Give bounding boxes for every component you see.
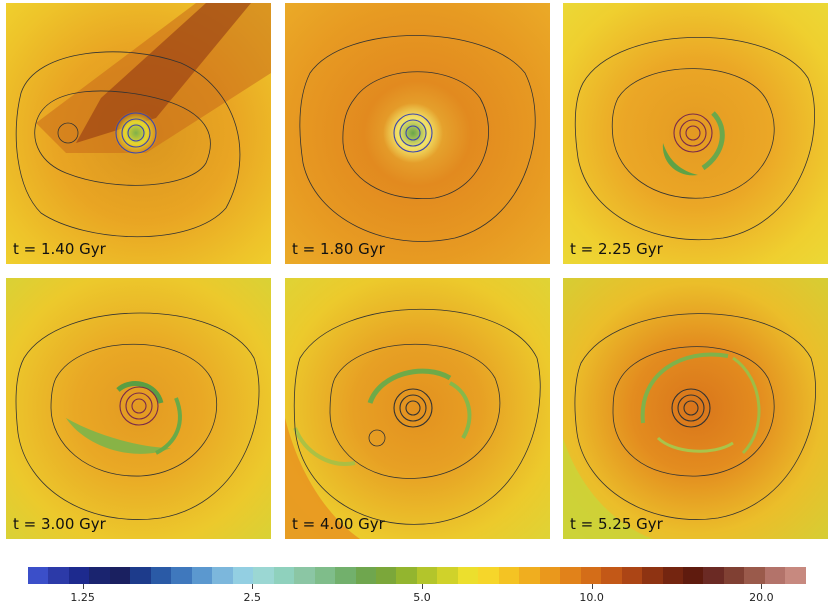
- colorbar-swatch: [68, 567, 90, 584]
- colorbar-swatch: [294, 567, 315, 584]
- colorbar-swatch: [212, 567, 233, 584]
- colorbar-tick: [591, 584, 593, 589]
- colorbar-swatch: [580, 567, 602, 584]
- colorbar-swatch: [89, 567, 110, 584]
- panel-time-label: t = 1.80 Gyr: [292, 240, 385, 258]
- colorbar: [28, 567, 806, 584]
- colorbar-swatch: [683, 567, 704, 584]
- colorbar-ticks: 1.25 2.5 5.0 10.0 20.0: [28, 584, 806, 610]
- density-map-2: [285, 3, 550, 264]
- colorbar-tick-label: 5.0: [413, 591, 431, 604]
- colorbar-swatch: [642, 567, 663, 584]
- colorbar-swatch: [662, 567, 683, 584]
- colorbar-tick: [82, 584, 84, 589]
- colorbar-swatch: [457, 567, 479, 584]
- colorbar-swatch: [498, 567, 520, 584]
- colorbar-swatch: [764, 567, 786, 584]
- colorbar-swatch: [560, 567, 581, 584]
- colorbar-swatch: [314, 567, 336, 584]
- colorbar-swatch: [437, 567, 458, 584]
- panel-time-label: t = 3.00 Gyr: [13, 515, 106, 533]
- colorbar-swatch: [150, 567, 172, 584]
- colorbar-swatch: [785, 567, 806, 584]
- density-map-4: [6, 278, 271, 539]
- colorbar-tick-label: 10.0: [579, 591, 604, 604]
- colorbar-swatch: [375, 567, 397, 584]
- colorbar-swatch: [744, 567, 765, 584]
- snapshot-panel-4: t = 3.00 Gyr: [6, 278, 271, 539]
- panel-time-label: t = 2.25 Gyr: [570, 240, 663, 258]
- colorbar-swatch: [48, 567, 69, 584]
- colorbar-tick-label: 2.5: [243, 591, 262, 604]
- colorbar-swatch: [519, 567, 540, 584]
- panel-time-label: t = 4.00 Gyr: [292, 515, 385, 533]
- colorbar-swatch: [273, 567, 295, 584]
- snapshot-panel-2: t = 1.80 Gyr: [285, 3, 550, 264]
- colorbar-tick-label: 20.0: [749, 591, 774, 604]
- colorbar-swatch: [28, 567, 49, 584]
- colorbar-tick-label: 1.25: [70, 591, 95, 604]
- colorbar-swatch: [355, 567, 376, 584]
- colorbar-swatch: [171, 567, 192, 584]
- snapshot-panel-1: t = 1.40 Gyr: [6, 3, 271, 264]
- colorbar-swatch: [478, 567, 499, 584]
- colorbar-swatch: [723, 567, 745, 584]
- colorbar-swatch: [232, 567, 254, 584]
- density-map-1: [6, 3, 271, 264]
- colorbar-tick: [421, 584, 423, 589]
- snapshot-panel-3: t = 2.25 Gyr: [563, 3, 828, 264]
- colorbar-swatch: [601, 567, 622, 584]
- density-map-5: [285, 278, 550, 539]
- density-map-6: [563, 278, 828, 539]
- colorbar-swatch: [253, 567, 274, 584]
- colorbar-swatch: [621, 567, 643, 584]
- snapshot-panel-6: t = 5.25 Gyr: [563, 278, 828, 539]
- colorbar-swatch: [703, 567, 724, 584]
- density-map-3: [563, 3, 828, 264]
- colorbar-swatch: [539, 567, 561, 584]
- panel-time-label: t = 5.25 Gyr: [570, 515, 663, 533]
- panel-time-label: t = 1.40 Gyr: [13, 240, 106, 258]
- snapshot-panel-5: t = 4.00 Gyr: [285, 278, 550, 539]
- colorbar-tick: [252, 584, 254, 589]
- colorbar-swatch: [109, 567, 131, 584]
- colorbar-tick: [761, 584, 763, 589]
- colorbar-swatch: [396, 567, 417, 584]
- colorbar-swatch: [335, 567, 356, 584]
- colorbar-swatch: [416, 567, 438, 584]
- colorbar-swatch: [191, 567, 213, 584]
- colorbar-swatch: [130, 567, 151, 584]
